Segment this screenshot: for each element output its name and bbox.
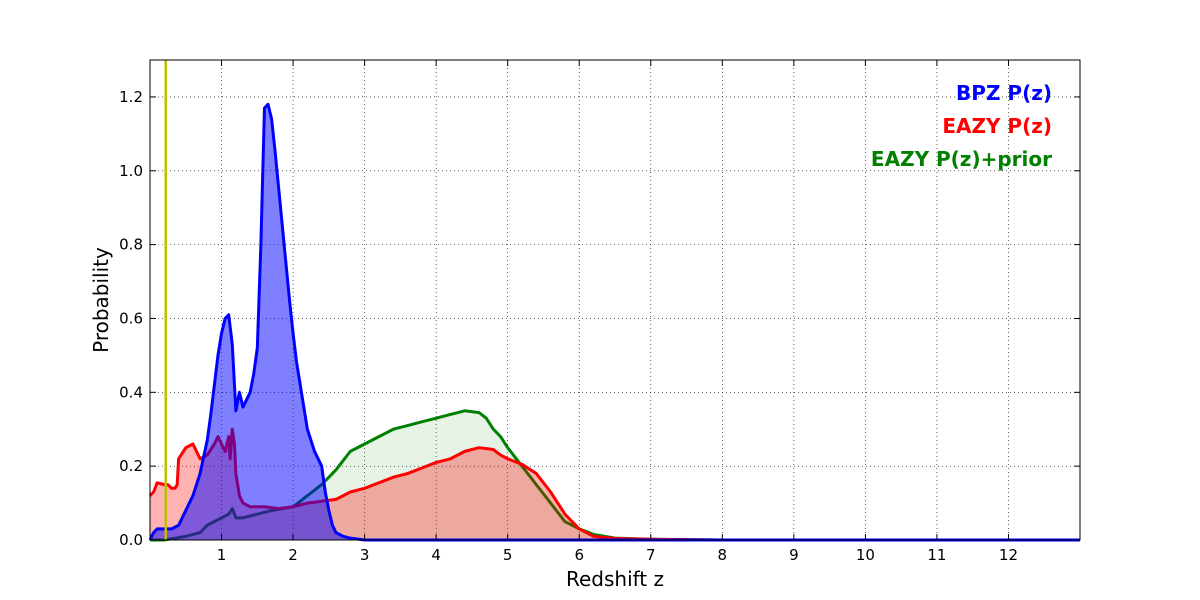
- y-tick-label: 1.2: [119, 88, 143, 106]
- legend-item-eazy: EAZY P(z): [942, 114, 1052, 138]
- x-tick-label: 8: [718, 546, 728, 564]
- x-tick-label: 3: [360, 546, 370, 564]
- x-tick-label: 7: [646, 546, 656, 564]
- series-layer: [148, 102, 1080, 542]
- series-area-eazy-p-z-prior: [150, 410, 1080, 540]
- x-tick-label: 11: [927, 546, 946, 564]
- series-area-eazy-p-z: [150, 429, 1080, 540]
- y-axis-label: Probability: [89, 247, 113, 353]
- axis-ticks: 1 2 3 4 5 6 7 8 9 10 11 120.00.20.40.60.81.01.2: [119, 60, 1080, 564]
- y-tick-label: 0.4: [119, 383, 143, 401]
- y-tick-label: 0.6: [119, 309, 143, 327]
- x-tick-label: 4: [431, 546, 441, 564]
- series-line-bpz-p-z: [148, 102, 1080, 542]
- x-tick-label: 10: [856, 546, 875, 564]
- plot-frame: [149, 59, 1081, 541]
- legend-item-bpz: BPZ P(z): [956, 81, 1052, 105]
- x-tick-label: 2: [288, 546, 298, 564]
- x-axis-label: Redshift z: [566, 567, 664, 591]
- series-area-bpz-p-z: [150, 104, 1080, 540]
- y-tick-label: 0.2: [119, 457, 143, 475]
- x-tick-label: 9: [789, 546, 799, 564]
- y-tick-label: 0.8: [119, 236, 143, 254]
- x-tick-label: 1: [217, 546, 227, 564]
- x-tick-label: 12: [999, 546, 1018, 564]
- x-tick-label: 5: [503, 546, 513, 564]
- legend: BPZ P(z) EAZY P(z) EAZY P(z)+prior: [871, 81, 1052, 171]
- x-tick-label: 6: [574, 546, 584, 564]
- y-tick-label: 1.0: [119, 162, 143, 180]
- y-tick-label: 0.0: [119, 531, 143, 549]
- legend-item-eazy-prior: EAZY P(z)+prior: [871, 147, 1052, 171]
